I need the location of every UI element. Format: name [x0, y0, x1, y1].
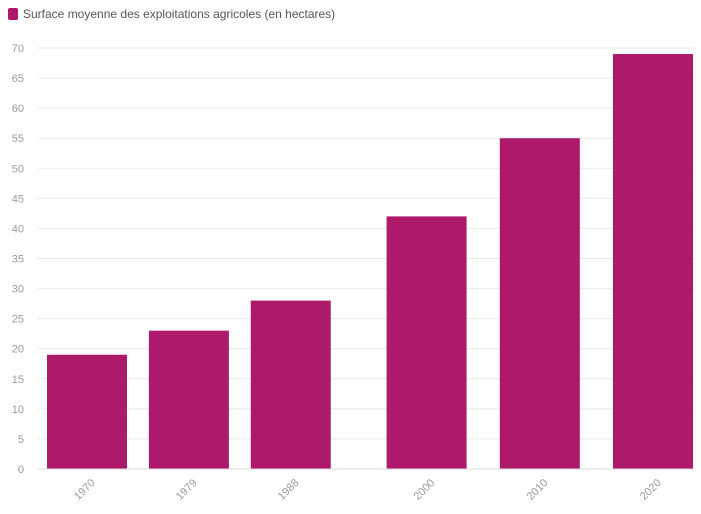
y-tick-label: 0 [18, 464, 24, 476]
x-tick-label: 2020 [638, 477, 664, 503]
legend: Surface moyenne des exploitations agrico… [8, 7, 335, 21]
y-tick-label: 10 [12, 404, 24, 416]
x-tick-label: 2010 [525, 477, 551, 503]
bar [148, 330, 229, 469]
y-tick-label: 65 [12, 73, 24, 85]
x-tick-label: 1970 [72, 477, 98, 503]
legend-label: Surface moyenne des exploitations agrico… [23, 7, 336, 21]
x-tick-label: 2000 [412, 477, 438, 503]
y-tick-label: 70 [12, 43, 24, 55]
x-tick-label: 1988 [276, 477, 302, 503]
bar [47, 354, 127, 469]
bar [499, 138, 580, 469]
y-tick-label: 25 [12, 314, 24, 326]
y-tick-label: 60 [12, 103, 24, 115]
y-tick-label: 55 [12, 133, 24, 145]
y-tick-label: 35 [12, 254, 24, 266]
bar [386, 216, 467, 469]
legend-swatch [8, 8, 18, 20]
y-tick-label: 45 [12, 193, 24, 205]
bar [613, 54, 693, 470]
bar [250, 300, 331, 469]
y-tick-label: 50 [12, 163, 24, 175]
y-tick-label: 20 [12, 344, 24, 356]
y-tick-label: 40 [12, 223, 24, 235]
y-tick-label: 30 [12, 284, 24, 296]
y-tick-label: 5 [18, 434, 24, 446]
x-tick-label: 1979 [174, 477, 200, 503]
y-tick-label: 15 [12, 374, 24, 386]
